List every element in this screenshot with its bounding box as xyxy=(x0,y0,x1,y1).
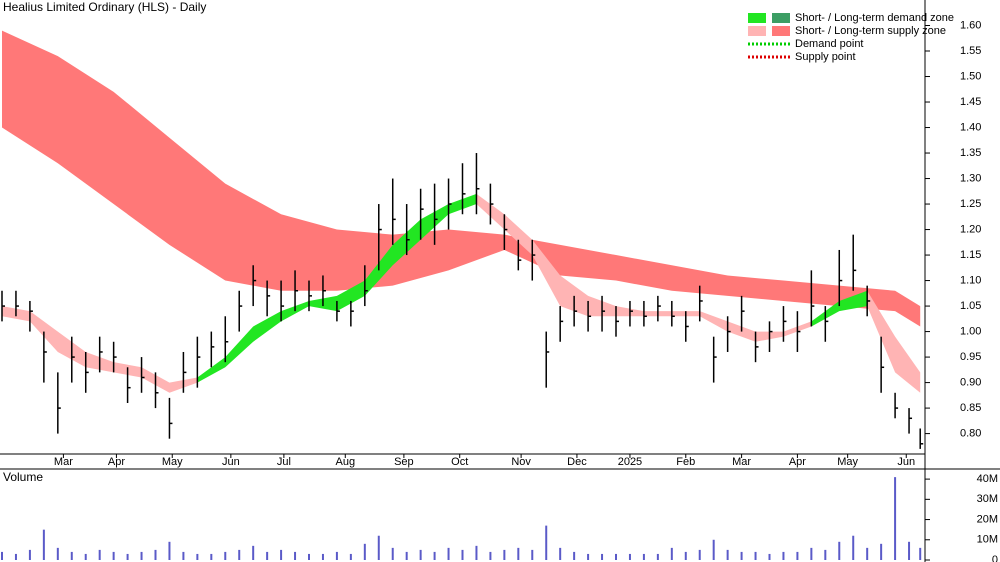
y-tick-label: 1.05 xyxy=(960,300,981,312)
x-tick-label: May xyxy=(162,456,183,468)
x-tick-label: Mar xyxy=(732,456,751,468)
legend-label: Short- / Long-term demand zone xyxy=(795,12,954,24)
x-tick-label: May xyxy=(837,456,858,468)
y-tick-label: 1.40 xyxy=(960,121,981,133)
x-tick-label: Mar xyxy=(54,456,73,468)
short-term-supply-zone xyxy=(867,290,921,393)
legend-label: Short- / Long-term supply zone xyxy=(795,25,946,37)
legend-swatch xyxy=(772,13,790,23)
x-tick-label: Feb xyxy=(676,456,695,468)
legend-swatch xyxy=(748,26,766,36)
legend-label: Demand point xyxy=(795,38,864,50)
y-tick-label: 0.85 xyxy=(960,402,981,414)
y-tick-label: 1.25 xyxy=(960,198,981,210)
y-tick-label: 40M xyxy=(977,473,998,485)
y-tick-label: 1.10 xyxy=(960,274,981,286)
y-tick-label: 10M xyxy=(977,534,998,546)
short-term-supply-zone xyxy=(2,306,198,393)
x-tick-label: Apr xyxy=(108,456,125,468)
long-term-supply-zone xyxy=(2,30,921,327)
y-tick-label: 1.55 xyxy=(960,45,981,57)
y-tick-label: 1.30 xyxy=(960,172,981,184)
y-tick-label: 1.15 xyxy=(960,249,981,261)
y-tick-label: 0.80 xyxy=(960,428,981,440)
legend-label: Supply point xyxy=(795,51,856,63)
x-tick-label: Nov xyxy=(511,456,531,468)
x-tick-label: 2025 xyxy=(618,456,642,468)
y-tick-label: 1.60 xyxy=(960,19,981,31)
y-tick-label: 1.35 xyxy=(960,147,981,159)
x-tick-label: Sep xyxy=(394,456,414,468)
x-tick-label: Apr xyxy=(789,456,806,468)
y-tick-label: 1.20 xyxy=(960,223,981,235)
y-tick-label: 1.45 xyxy=(960,96,981,108)
chart-title: Healius Limited Ordinary (HLS) - Daily xyxy=(3,0,206,14)
x-tick-label: Aug xyxy=(335,456,355,468)
y-tick-label: 1.00 xyxy=(960,325,981,337)
y-tick-label: 0.95 xyxy=(960,351,981,363)
y-tick-label: 20M xyxy=(977,513,998,525)
x-tick-label: Jun xyxy=(222,456,240,468)
x-tick-label: Dec xyxy=(567,456,587,468)
volume-title: Volume xyxy=(3,470,43,484)
x-tick-label: Jun xyxy=(897,456,915,468)
x-tick-label: Oct xyxy=(451,456,468,468)
y-tick-label: 1.50 xyxy=(960,70,981,82)
legend-swatch xyxy=(772,26,790,36)
legend-swatch xyxy=(748,13,766,23)
y-tick-label: 30M xyxy=(977,493,998,505)
short-term-supply-zone xyxy=(476,193,812,342)
y-tick-label: 0 xyxy=(992,554,998,562)
x-tick-label: Jul xyxy=(277,456,291,468)
y-tick-label: 0.90 xyxy=(960,376,981,388)
